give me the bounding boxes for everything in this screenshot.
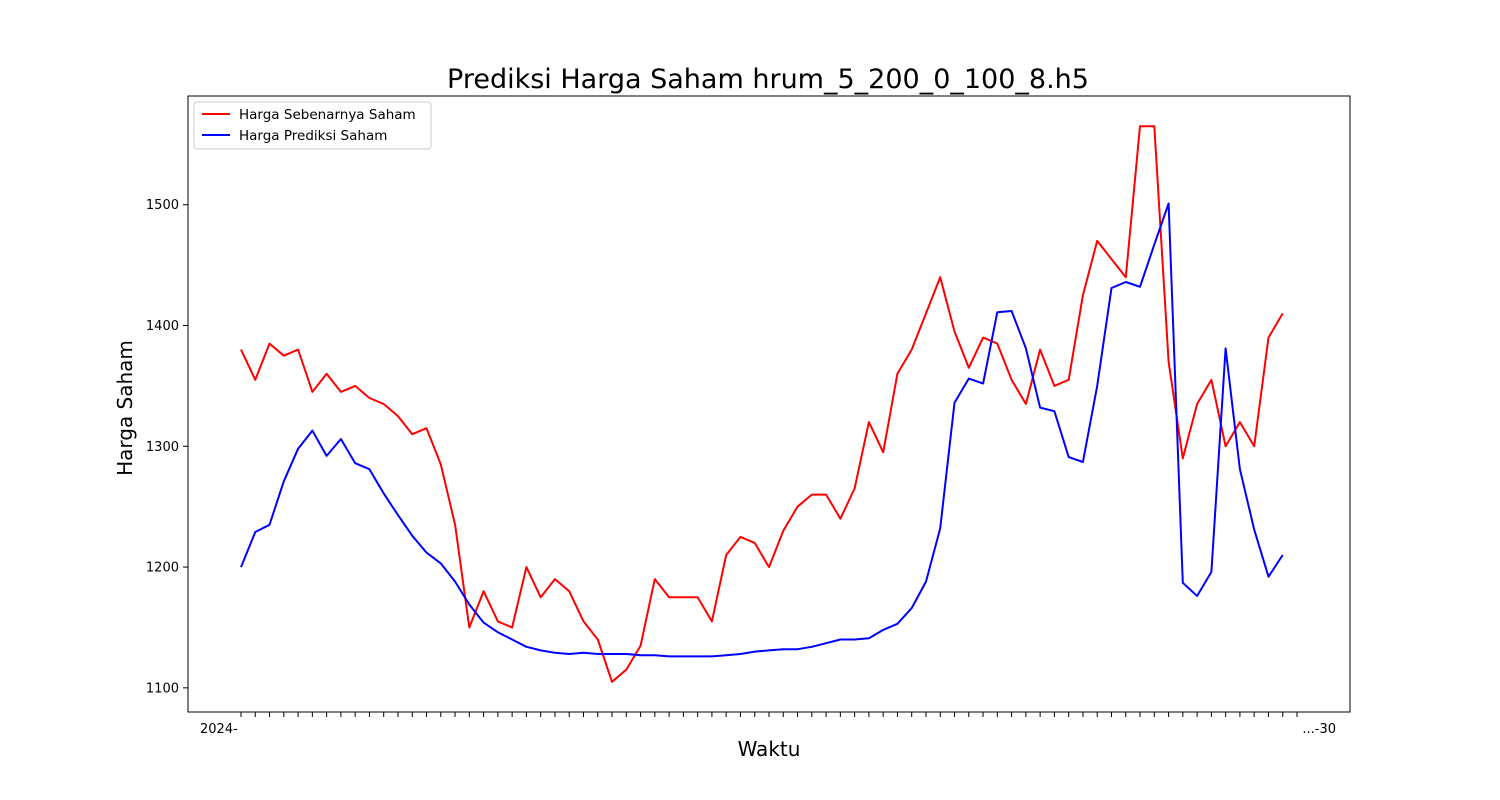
y-axis: 1100 1200 1300 1400 1500 xyxy=(146,198,188,696)
y-tick-label: 1300 xyxy=(146,440,179,455)
legend: Harga Sebenarnya Saham Harga Prediksi Sah… xyxy=(193,101,432,150)
y-tick-label: 1400 xyxy=(146,319,179,334)
x-tick-label: 2024- xyxy=(200,722,238,737)
y-axis-label: Harga Saham xyxy=(113,340,137,476)
legend-label: Harga Prediksi Saham xyxy=(239,128,387,144)
series-layer xyxy=(240,125,1284,683)
x-axis-label: Waktu xyxy=(738,737,801,761)
series-line-actual xyxy=(240,125,1284,683)
y-tick-label: 1200 xyxy=(146,561,179,576)
legend-box xyxy=(193,101,432,150)
series-line-predicted xyxy=(240,202,1284,658)
y-tick-label: 1100 xyxy=(146,681,179,696)
y-tick-label: 1500 xyxy=(146,198,179,213)
x-tick-label: ...-30 xyxy=(1302,722,1336,737)
legend-label: Harga Sebenarnya Saham xyxy=(239,107,416,123)
chart-title: Prediksi Harga Saham hrum_5_200_0_100_8.… xyxy=(447,64,1089,95)
x-axis: 2024- ...-30 xyxy=(200,712,1336,737)
